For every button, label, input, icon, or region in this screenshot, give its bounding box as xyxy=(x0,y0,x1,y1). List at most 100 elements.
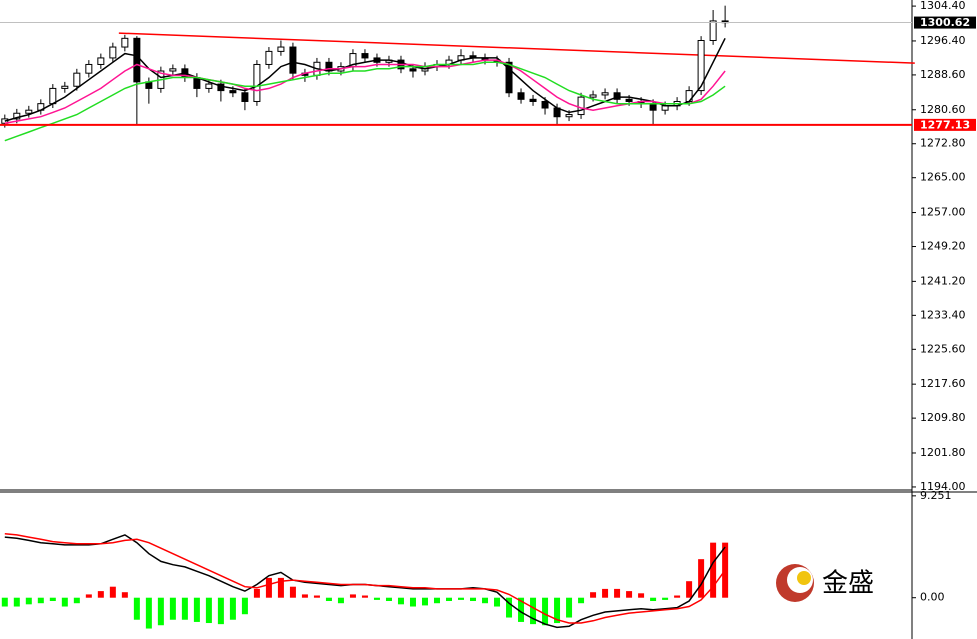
histogram-bar xyxy=(409,597,416,607)
candle-body xyxy=(61,85,69,89)
candle-body xyxy=(289,46,297,74)
candle-body xyxy=(265,50,273,65)
histogram-bar xyxy=(494,597,501,607)
indicator-line xyxy=(4,59,726,125)
candle-body xyxy=(49,87,57,105)
histogram-bar xyxy=(638,593,645,598)
price-tag-label: 1300.62 xyxy=(920,16,970,29)
y-tick-label: 9.251 xyxy=(920,489,952,502)
candle-body xyxy=(613,92,621,100)
candle-body xyxy=(85,63,93,74)
candle-body xyxy=(505,61,513,94)
histogram-bar xyxy=(578,597,585,604)
indicator-line xyxy=(4,533,726,624)
y-tick-label: 1201.80 xyxy=(920,446,966,459)
candle-body xyxy=(277,46,285,52)
histogram-bar xyxy=(421,597,428,606)
histogram-bar xyxy=(241,597,248,615)
histogram-bar xyxy=(325,597,332,602)
histogram-bar xyxy=(626,591,633,598)
histogram-bar xyxy=(373,597,380,600)
candle-body xyxy=(169,68,177,72)
histogram-bar xyxy=(73,597,80,604)
histogram-bar xyxy=(650,597,657,602)
histogram-bar xyxy=(109,586,116,598)
candle-body xyxy=(205,83,213,89)
logo: 金盛 xyxy=(776,564,874,602)
histogram-bar xyxy=(265,577,272,598)
candle-body xyxy=(241,92,249,102)
histogram-bar xyxy=(157,597,164,626)
candle-body xyxy=(565,114,573,118)
histogram-bar xyxy=(193,597,200,622)
y-tick-label: 1194.00 xyxy=(920,480,966,493)
histogram-bar xyxy=(662,597,669,600)
candle-body xyxy=(697,40,705,92)
histogram-bar xyxy=(361,595,368,598)
price-tag-label: 1277.13 xyxy=(920,118,970,131)
logo-text: 金盛 xyxy=(822,569,874,599)
histogram-bar xyxy=(85,594,92,598)
trendline xyxy=(118,32,915,64)
histogram-bar xyxy=(614,588,621,598)
candle-body xyxy=(649,103,657,111)
y-tick-label: 1257.00 xyxy=(920,206,966,219)
histogram-bar xyxy=(205,597,212,624)
candle-body xyxy=(73,72,81,87)
histogram-bar xyxy=(313,595,320,598)
histogram-bar xyxy=(97,591,104,598)
y-tick-label: 1296.40 xyxy=(920,34,966,47)
histogram-bar xyxy=(277,577,284,598)
histogram-bar xyxy=(337,597,344,604)
histogram-bar xyxy=(686,581,693,598)
candle-body xyxy=(97,57,105,65)
candle-body xyxy=(577,96,585,116)
histogram-bar xyxy=(289,586,296,598)
histogram-bar xyxy=(458,597,465,600)
histogram-bar xyxy=(49,597,56,602)
histogram-bar xyxy=(482,597,489,604)
y-tick-label: 1280.60 xyxy=(920,103,966,116)
y-tick-label: 1225.60 xyxy=(920,342,966,355)
histogram-bar xyxy=(349,594,356,598)
candle-body xyxy=(601,92,609,96)
histogram-bar xyxy=(385,597,392,602)
price-tag xyxy=(914,118,976,131)
histogram-bar xyxy=(37,597,44,604)
candle-body xyxy=(133,37,141,83)
y-tick-label: 1217.60 xyxy=(920,377,966,390)
histogram-bar xyxy=(253,588,260,598)
histogram-bar xyxy=(61,597,68,607)
histogram-bar xyxy=(530,597,537,625)
candle-body xyxy=(25,109,33,114)
candle-body xyxy=(109,46,117,59)
histogram-bar xyxy=(397,597,404,605)
indicator-line xyxy=(4,61,726,142)
histogram-bar xyxy=(169,597,176,620)
histogram-bar xyxy=(301,594,308,598)
y-tick-label: 1288.60 xyxy=(920,68,966,81)
y-tick-label: 1304.40 xyxy=(920,0,966,12)
histogram-bar xyxy=(722,542,729,598)
histogram-bar xyxy=(710,542,717,598)
histogram-bar xyxy=(181,597,188,620)
histogram-bar xyxy=(542,597,549,626)
histogram-bar xyxy=(470,597,477,602)
histogram-bar xyxy=(554,597,561,624)
candle-body xyxy=(193,77,201,89)
y-tick-label: 1209.80 xyxy=(920,411,966,424)
candle-body xyxy=(517,92,525,100)
candle-body xyxy=(589,94,597,98)
candle-body xyxy=(229,90,237,94)
y-tick-label: 1241.20 xyxy=(920,274,966,287)
histogram-bar xyxy=(13,597,20,607)
y-tick-label: 1249.20 xyxy=(920,240,966,253)
histogram-bar xyxy=(518,597,525,622)
histogram-bar xyxy=(229,597,236,620)
y-tick-label: 0.00 xyxy=(920,591,945,604)
histogram-bar xyxy=(602,588,609,598)
candle-body xyxy=(361,53,369,59)
candle-body xyxy=(709,20,717,42)
